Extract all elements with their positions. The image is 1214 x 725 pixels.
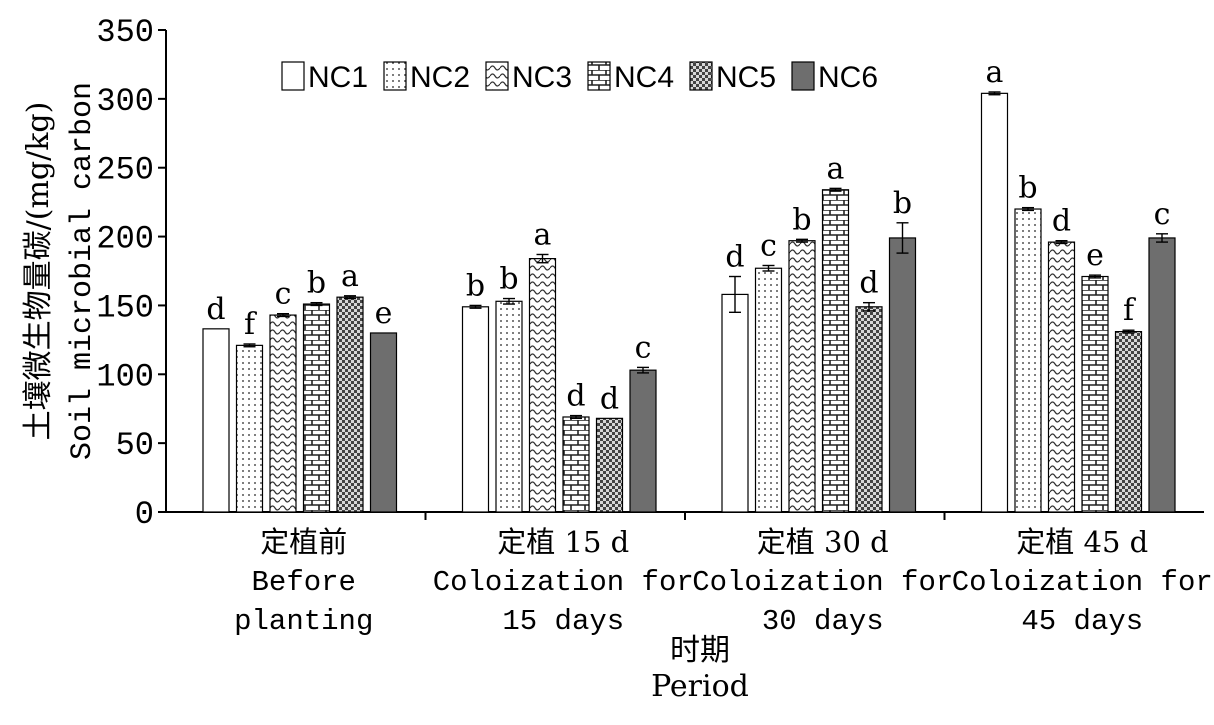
y-ticks: 0 50 100 150 200 250 300 350 (96, 14, 166, 533)
y-tick-label: 200 (96, 221, 154, 258)
significance-letter: e (375, 296, 393, 331)
significance-letter: a (827, 151, 845, 186)
significance-letter: b (466, 268, 485, 303)
bar-nc4 (821, 189, 850, 513)
category-label-zh: 定植 15 d (497, 525, 629, 559)
category-label-en1: Before (252, 566, 356, 599)
significance-letter: a (986, 55, 1004, 90)
bar-nc4 (302, 303, 331, 513)
bar-nc1 (980, 92, 1009, 513)
significance-letter: d (1052, 204, 1071, 239)
category-labels: 定植前 Before planting 定植 15 d Coloization for 1… (234, 525, 1213, 638)
bar-nc2 (235, 344, 264, 513)
significance-letter: d (600, 381, 619, 416)
legend-swatch-nc5 (689, 61, 713, 91)
bar-nc2 (495, 300, 523, 513)
bar-nc1 (721, 293, 749, 513)
x-axis-title-line1: 时期 (670, 633, 730, 668)
significance-letter: b (499, 262, 518, 297)
x-ticks (424, 512, 946, 520)
category-label-zh: 定植前 (260, 525, 347, 559)
bar-nc1 (202, 328, 230, 513)
legend-label-nc6: NC6 (818, 61, 878, 94)
bar-nc3 (788, 240, 816, 513)
bar-nc6 (888, 237, 917, 513)
legend-label-nc1: NC1 (308, 61, 368, 94)
y-axis-title: 土壤微生物量碳/(mg/kg) Soil microbial carbon (21, 82, 100, 460)
bar-nc5 (1114, 330, 1143, 513)
bar-nc6 (369, 332, 398, 513)
bar-nc5 (855, 306, 883, 513)
y-tick-label: 150 (96, 289, 154, 326)
legend-swatch-nc3 (485, 61, 509, 91)
bar-nc5 (336, 296, 364, 513)
legend-label-nc4: NC4 (614, 61, 674, 94)
legend-swatch-nc1 (281, 61, 305, 91)
bar-nc3 (528, 258, 557, 513)
significance-letter: d (566, 379, 585, 414)
significance-letter: c (1154, 197, 1171, 232)
bar-nc3 (1047, 241, 1076, 513)
category-label-zh: 定植 45 d (1016, 525, 1148, 559)
bar-nc1 (461, 306, 490, 513)
x-axis-title: 时期 Period (651, 633, 749, 704)
category-label-en1: Coloization for (952, 566, 1213, 599)
y-tick-label: 250 (96, 152, 154, 189)
significance-letter: f (1123, 293, 1136, 328)
bar-nc6 (1148, 237, 1176, 513)
significance-letter: d (206, 292, 225, 327)
category-label-en2: 45 days (1021, 605, 1143, 638)
category-label-en1: Coloization for (433, 566, 694, 599)
legend: NC1 NC2 NC3 NC4 NC5 NC6 (281, 61, 878, 94)
bar-nc5 (595, 417, 624, 513)
significance-letter: b (792, 202, 811, 237)
category-label-en2: 15 days (502, 605, 624, 638)
legend-label-nc3: NC3 (512, 61, 572, 94)
significance-letter: b (307, 266, 326, 301)
legend-label-nc2: NC2 (410, 61, 470, 94)
bar-nc3 (269, 314, 297, 513)
category-label-en2: 30 days (762, 605, 884, 638)
category-label-en1: Coloization for (692, 566, 953, 599)
legend-swatch-nc2 (383, 61, 407, 91)
bar-nc4 (1081, 275, 1109, 513)
bar-nc6 (629, 369, 657, 513)
legend-label-nc5: NC5 (716, 61, 776, 94)
category-label-en2: planting (234, 605, 373, 638)
significance-letter: a (534, 217, 552, 252)
significance-letter: b (1018, 171, 1037, 206)
legend-swatch-nc6 (791, 61, 815, 91)
bar-nc2 (754, 267, 783, 513)
bar-nc4 (562, 416, 590, 513)
y-tick-label: 300 (96, 83, 154, 120)
significance-letter: c (760, 228, 777, 263)
significance-letter: c (275, 277, 292, 312)
legend-swatch-nc4 (587, 61, 611, 91)
category-label-zh: 定植 30 d (757, 525, 889, 559)
significance-letter: c (635, 330, 652, 365)
y-tick-label: 350 (96, 14, 154, 51)
bar-nc2 (1014, 208, 1042, 513)
significance-letter: d (725, 240, 744, 275)
x-axis-title-line2: Period (651, 669, 749, 704)
y-tick-label: 0 (135, 496, 154, 533)
significance-letter: b (893, 186, 912, 221)
y-tick-label: 100 (96, 358, 154, 395)
y-axis-title-line1: 土壤微生物量碳/(mg/kg) (21, 102, 56, 441)
significance-letter: a (341, 259, 359, 294)
significance-letter: e (1086, 238, 1104, 273)
significance-letter: d (859, 266, 878, 301)
y-axis-title-line2: Soil microbial carbon (66, 82, 100, 460)
y-tick-label: 50 (116, 427, 154, 464)
significance-letter: f (244, 307, 257, 342)
